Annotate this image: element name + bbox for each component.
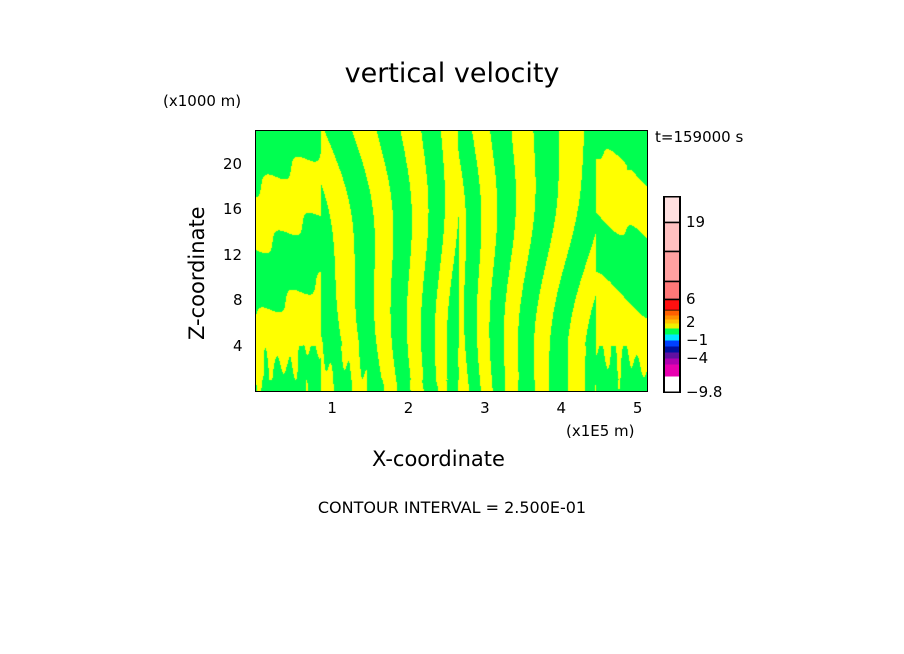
colorbar-label: −4 — [686, 349, 709, 367]
colorbar-swatch — [664, 315, 680, 320]
x-tick-label: 3 — [480, 399, 490, 417]
colorbar-swatch — [664, 334, 680, 341]
colorbar-swatch — [664, 364, 680, 377]
colorbar-swatch — [663, 250, 681, 283]
x-tick-label: 4 — [556, 399, 567, 417]
y-axis-label: Z-coordinate — [185, 206, 209, 340]
colorbar-swatch — [663, 298, 681, 312]
contour-interval-label: CONTOUR INTERVAL = 2.500E-01 — [317, 498, 587, 517]
colorbar-swatch — [664, 346, 680, 353]
x-axis-unit: (x1E5 m) — [566, 422, 635, 440]
colorbar-label: 6 — [686, 290, 696, 308]
colorbar-label: 2 — [686, 313, 696, 331]
x-tick-label: 5 — [632, 399, 643, 417]
colorbar-frame — [663, 196, 681, 393]
colorbar-swatch — [664, 328, 680, 335]
colorbar-swatch — [664, 323, 680, 329]
x-tick-label: 2 — [403, 399, 414, 417]
colorbar-swatch — [664, 340, 680, 347]
colorbar-swatch — [663, 196, 681, 224]
chart-title: vertical velocity — [344, 58, 560, 89]
velocity-field — [256, 131, 647, 391]
colorbar-swatch — [663, 280, 681, 301]
y-tick-label: 16 — [223, 200, 243, 219]
colorbar-label: 19 — [686, 213, 706, 231]
x-tick-label: 1 — [327, 399, 337, 417]
time-label: t=159000 s — [655, 128, 744, 146]
x-axis-label: X-coordinate — [372, 447, 505, 471]
colorbar-swatch — [664, 319, 680, 324]
colorbar-swatch — [664, 310, 680, 316]
colorbar-label: −9.8 — [686, 383, 723, 401]
colorbar-swatch — [664, 358, 680, 365]
colorbar-swatch — [664, 352, 680, 359]
y-tick-label: 8 — [233, 291, 243, 310]
colorbar — [663, 196, 681, 393]
colorbar-label: −1 — [686, 331, 709, 349]
plot-frame — [255, 130, 648, 392]
y-tick-label: 4 — [233, 336, 243, 355]
y-tick-label: 12 — [223, 245, 243, 264]
y-tick-label: 20 — [223, 154, 243, 173]
y-axis-unit: (x1000 m) — [163, 92, 242, 110]
colorbar-swatch — [663, 221, 681, 253]
